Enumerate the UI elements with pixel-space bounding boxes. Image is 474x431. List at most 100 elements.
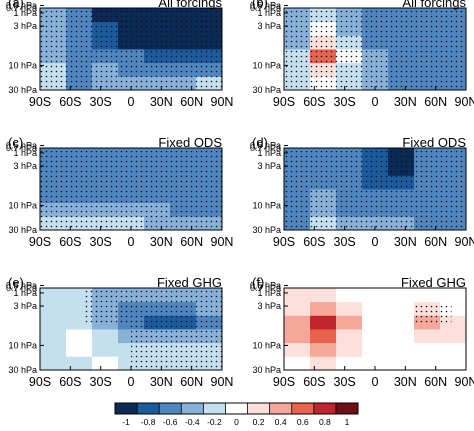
heatmap-cell [336, 315, 363, 330]
heatmap-cell [284, 329, 311, 344]
y-tick-label: 30 hPa [8, 85, 37, 95]
panel-label: (a) [8, 0, 24, 10]
heatmap-cell [362, 356, 389, 371]
y-tick-label: 10 hPa [252, 200, 281, 210]
colorbar-swatch [203, 403, 226, 414]
y-tick-label: 10 hPa [8, 60, 37, 70]
heatmap-cell [388, 315, 415, 330]
x-tick-label: 30N [150, 235, 173, 249]
x-tick-label: 30N [150, 375, 173, 389]
panel-title: Fixed GHG [401, 275, 466, 290]
heatmap-cell [40, 288, 67, 303]
colorbar-tick-label: 0.4 [275, 417, 287, 427]
x-tick-label: 60S [303, 235, 325, 249]
x-tick-label: 60N [180, 235, 203, 249]
colorbar-tick-label: -1 [122, 417, 130, 427]
stippling [284, 148, 466, 230]
heatmap-cell [40, 315, 67, 330]
x-tick-label: 90S [273, 235, 295, 249]
x-tick-label: 60S [303, 95, 325, 109]
x-tick-label: 90S [29, 235, 51, 249]
y-tick-label: 10 hPa [8, 200, 37, 210]
heatmap-cell [284, 356, 311, 371]
colorbar-swatch [291, 403, 315, 414]
x-tick-label: 0 [128, 95, 135, 109]
panel-title: Fixed ODS [158, 135, 222, 150]
x-tick-label: 90N [211, 235, 234, 249]
y-tick-label: 30 hPa [252, 365, 281, 375]
heatmap-cell [310, 288, 337, 303]
heatmap-cell [310, 301, 337, 316]
x-tick-label: 0 [372, 95, 379, 109]
y-tick-label: 0.7 hPa [250, 3, 281, 13]
stippling [40, 8, 222, 90]
colorbar-tick-label: 0.6 [297, 417, 309, 427]
x-tick-label: 60N [424, 235, 447, 249]
panel-b: (b) All forcings 30 hPa 10 hPa 3 hPa 1 hPa0.7… [250, 0, 474, 109]
panel-label: (c) [8, 135, 23, 150]
x-tick-label: 90S [273, 95, 295, 109]
heatmap-cell [284, 301, 311, 316]
colorbar-tick-label: 0.2 [253, 417, 265, 427]
panel-title: All forcings [402, 0, 466, 10]
colorbar-swatch [335, 403, 359, 414]
heatmap-cell [66, 342, 93, 357]
y-tick-label: 3 hPa [13, 21, 37, 31]
x-tick-label: 90S [273, 375, 295, 389]
x-tick-label: 30S [334, 235, 356, 249]
x-tick-label: 30S [334, 95, 356, 109]
heatmap-cell [388, 329, 415, 344]
x-tick-label: 30S [334, 375, 356, 389]
y-tick-label: 3 hPa [257, 161, 281, 171]
x-tick-label: 30N [150, 95, 173, 109]
heatmap-cell [414, 342, 441, 357]
heatmap-cell [284, 288, 311, 303]
x-tick-label: 60S [59, 235, 81, 249]
heatmap-cell [92, 356, 119, 371]
x-tick-label: 60N [180, 375, 203, 389]
colorbar-frame [114, 402, 359, 415]
colorbar-swatch [225, 403, 248, 414]
heatmap-cell [92, 342, 119, 357]
stippling [284, 8, 466, 90]
heatmap-cell [388, 342, 415, 357]
x-tick-label: 90N [211, 95, 234, 109]
colorbar-tick-label: 1 [345, 417, 350, 427]
x-tick-label: 30N [394, 95, 417, 109]
panel-title: Fixed ODS [402, 135, 466, 150]
heatmap-cell [440, 342, 467, 357]
y-tick-label: 3 hPa [13, 301, 37, 311]
y-tick-label: 0.5 hPa [250, 1, 281, 11]
x-tick-label: 30N [394, 235, 417, 249]
panel-label: (f) [252, 275, 264, 290]
heatmap-cell [40, 301, 67, 316]
panel-title: Fixed GHG [157, 275, 222, 290]
heatmap-cell [388, 288, 415, 303]
heatmap-cell [414, 288, 441, 303]
x-tick-label: 30S [90, 375, 112, 389]
y-tick-label: 0.7 hPa [6, 283, 37, 293]
x-tick-label: 30N [394, 375, 417, 389]
colorbar-swatch [159, 403, 182, 414]
x-tick-label: 60S [59, 375, 81, 389]
heatmap-cell [40, 342, 67, 357]
y-tick-label: 0.7 hPa [250, 143, 281, 153]
stippling [85, 288, 222, 325]
heatmap-cell [310, 342, 337, 357]
colorbar-tick-label: -0.2 [207, 417, 222, 427]
colorbar-tick-label: -0.4 [185, 417, 200, 427]
x-tick-label: 90N [455, 375, 474, 389]
stippling [415, 304, 452, 325]
y-tick-label: 0.7 hPa [250, 283, 281, 293]
x-tick-label: 90S [29, 375, 51, 389]
y-tick-label: 0.5 hPa [6, 1, 37, 11]
heatmap-cell [310, 315, 337, 330]
y-tick-label: 1 hPa [13, 148, 37, 158]
heatmap-cell [66, 329, 93, 344]
x-tick-label: 90S [29, 95, 51, 109]
y-tick-label: 30 hPa [8, 225, 37, 235]
heatmap-cell [440, 329, 467, 344]
